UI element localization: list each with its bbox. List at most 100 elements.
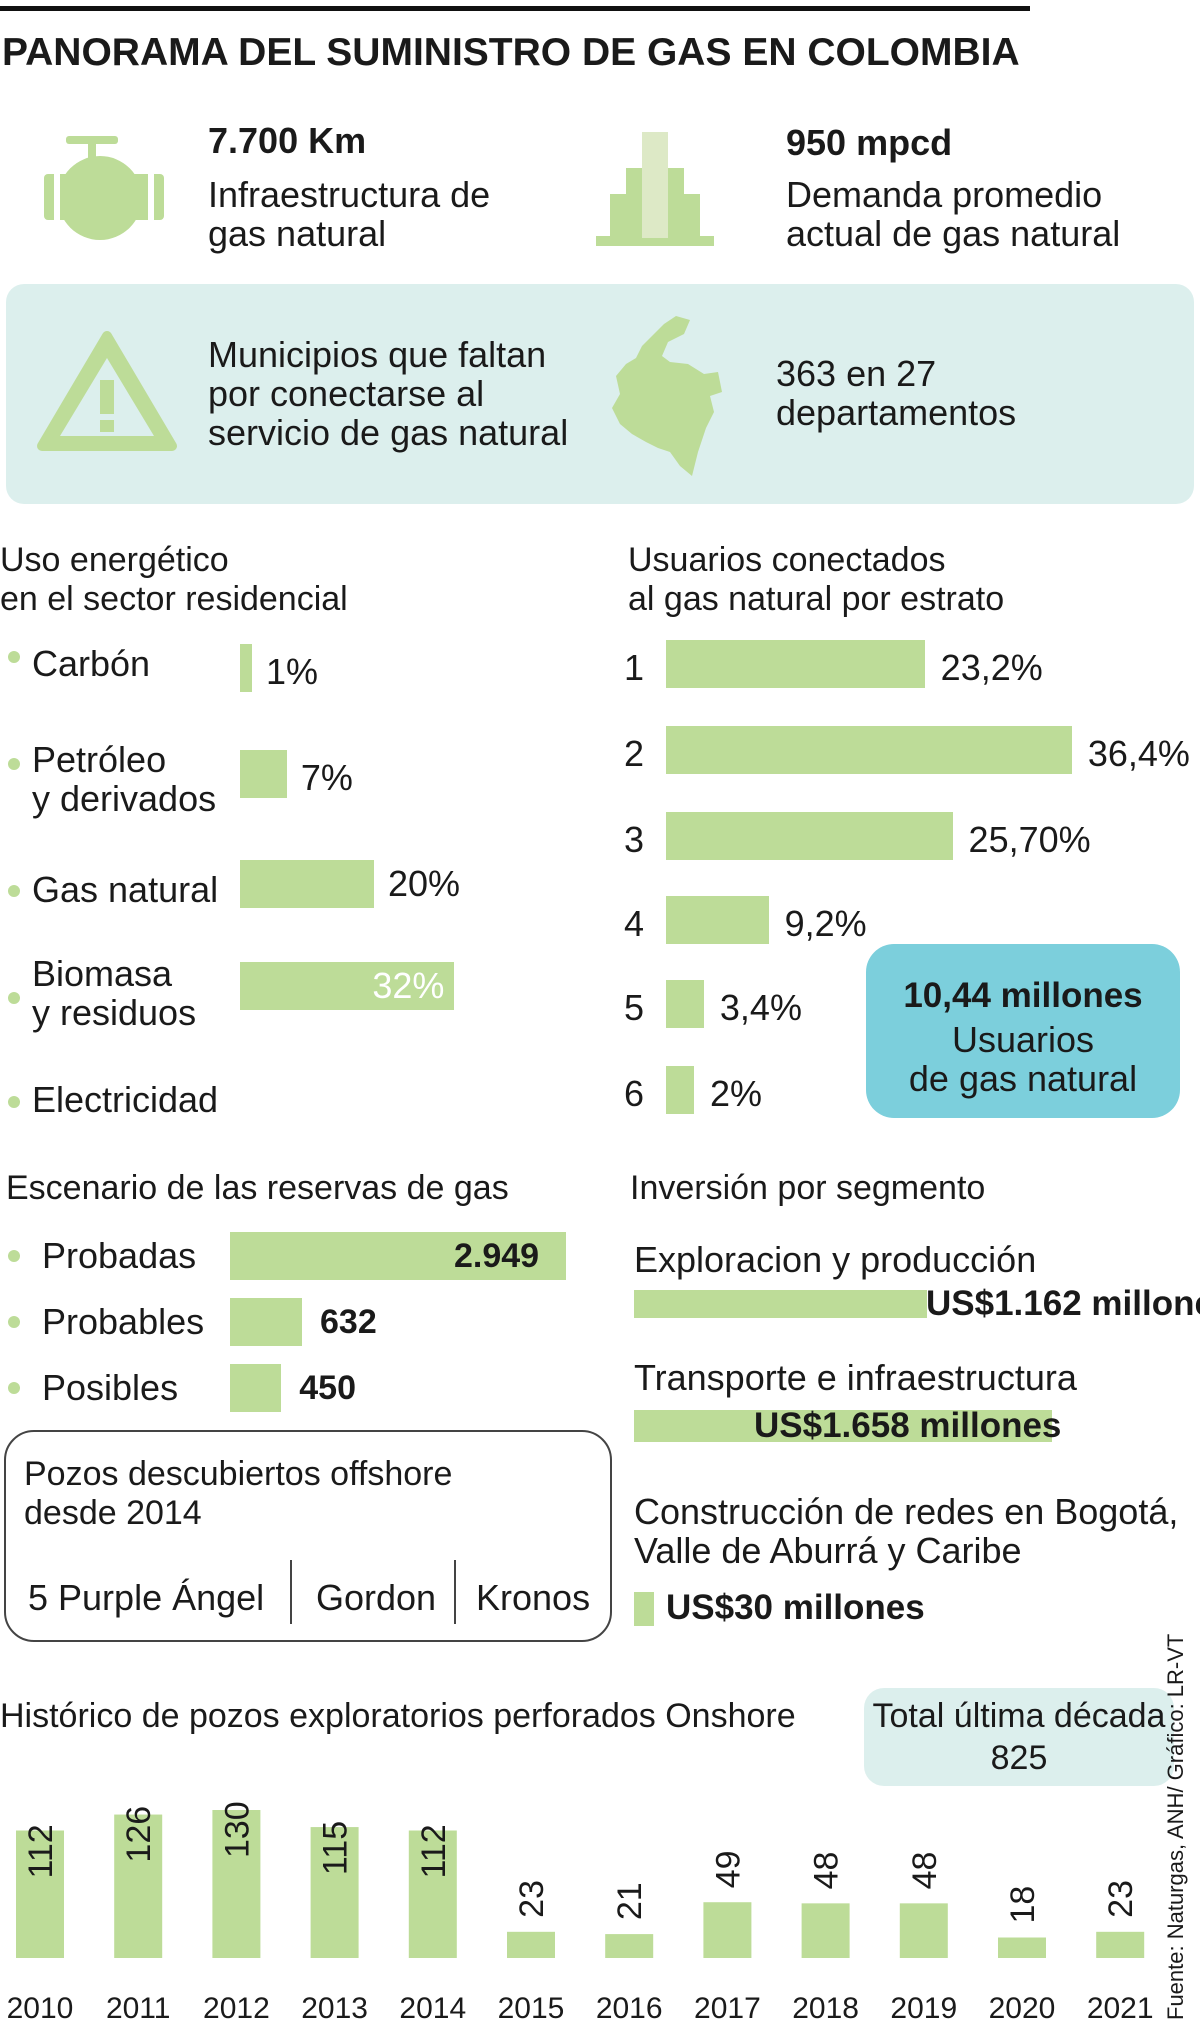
onshore-value-label: 48 (906, 1852, 944, 1890)
reserves-dot (8, 1250, 20, 1262)
strata-value-label: 25,70% (968, 819, 1091, 860)
municipalities-panel (6, 284, 1194, 504)
strata-bar (666, 812, 953, 860)
users-callout-value: 10,44 millones (903, 976, 1143, 1015)
offshore-box (4, 1430, 612, 1642)
infra-value: 7.700 Km (208, 120, 367, 161)
strata-value-label: 2% (710, 1073, 763, 1114)
onshore-chart: 112 2010 126 2011 130 2012 115 2013 112 2014 23 201… (7, 1801, 1154, 2025)
residential-bar (240, 860, 374, 908)
residential-bar (240, 750, 287, 798)
top-rule (0, 6, 1030, 11)
onshore-value-label: 130 (218, 1801, 256, 1858)
warning-icon (37, 331, 177, 451)
residential-category-label: Electricidad (32, 1079, 219, 1120)
total-badge (864, 1688, 1174, 1786)
residential-value-label: 20% (388, 863, 461, 904)
users-callout (866, 944, 1180, 1118)
strata-category-label: 5 (624, 987, 645, 1028)
onshore-value-label: 23 (1102, 1880, 1140, 1918)
onshore-value-label: 112 (22, 1824, 60, 1878)
offshore-divider (454, 1560, 456, 1624)
residential-category-label: y residuos (32, 992, 197, 1033)
page-title: PANORAMA DEL SUMINISTRO DE GAS EN COLOMB… (2, 31, 1020, 74)
residential-category-label: Biomasa (32, 953, 173, 994)
investment-bar (634, 1290, 927, 1318)
panel-text-line2: por conectarse al (208, 373, 485, 414)
source-note: Fuente: Naturgas, ANH/ Gráfico: LR-VT (1163, 1633, 1188, 2020)
residential-category-label: y derivados (32, 778, 217, 819)
residential-dot (8, 651, 20, 663)
investment-category-label: Transporte e infraestructura (634, 1357, 1077, 1398)
residential-category-label: Gas natural (32, 869, 219, 910)
onshore-value-label: 21 (611, 1882, 649, 1920)
onshore-value-label: 23 (513, 1880, 551, 1918)
onshore-title: Histórico de pozos exploratorios perfora… (0, 1697, 796, 1735)
reserves-category-label: Probadas (42, 1235, 197, 1276)
onshore-value-label: 112 (415, 1824, 453, 1878)
onshore-value-label: 48 (808, 1852, 846, 1890)
bar-chart-icon (596, 132, 714, 246)
onshore-year-label: 2021 (1087, 1992, 1154, 2025)
onshore-bar (703, 1902, 752, 1958)
onshore-year-label: 2014 (399, 1992, 466, 2025)
residential-dot (8, 1096, 20, 1108)
strata-category-label: 4 (624, 903, 645, 944)
strata-value-label: 23,2% (940, 647, 1043, 688)
residential-dot (8, 758, 20, 770)
strata-category-label: 6 (624, 1073, 645, 1114)
offshore-title-line1: Pozos descubiertos offshore (24, 1455, 453, 1493)
onshore-value-label: 49 (709, 1850, 747, 1888)
strata-value-label: 9,2% (784, 903, 867, 944)
panel-value-line2: departamentos (776, 392, 1017, 433)
onshore-year-label: 2013 (301, 1992, 368, 2025)
strata-category-label: 2 (624, 733, 645, 774)
users-callout-line1: Usuarios (951, 1019, 1095, 1060)
reserves-bar (230, 1364, 282, 1412)
strata-title-line1: Usuarios conectados (628, 541, 946, 579)
strata-chart: 1 23,2% 2 36,4% 3 25,70% 4 9,2% 5 3,4% 6 2% (620, 640, 1200, 1130)
investment-bar (634, 1592, 654, 1626)
valve-icon (44, 136, 164, 240)
investment-value-label: US$1.658 millones (754, 1406, 1062, 1445)
strata-value-label: 3,4% (719, 987, 802, 1028)
onshore-bar (1096, 1931, 1145, 1958)
onshore-year-label: 2020 (989, 1992, 1056, 2025)
onshore-bar (801, 1903, 850, 1958)
onshore-bar (114, 1814, 163, 1958)
investment-value-label: US$1.162 millones (926, 1284, 1200, 1323)
residential-bar (240, 962, 455, 1010)
investment-category-label: Valle de Aburrá y Caribe (634, 1530, 1022, 1571)
reserves-value-label: 450 (299, 1369, 356, 1407)
onshore-year-label: 2012 (203, 1992, 270, 2025)
onshore-year-label: 2019 (890, 1992, 957, 2025)
demand-label-line1: Demanda promedio (786, 174, 1103, 215)
offshore-item: Gordon (316, 1577, 437, 1618)
offshore-title-line2: desde 2014 (24, 1494, 202, 1532)
investment-bar (634, 1410, 1052, 1442)
onshore-bar (212, 1810, 261, 1958)
reserves-category-label: Probables (42, 1301, 205, 1342)
residential-chart: Carbón 1% Petróleo y derivados 7% Gas na… (0, 640, 600, 1130)
reserves-chart: Probadas 2.949 Probables 632 Posibles 450 (0, 1228, 600, 1428)
investment-value-label: US$30 millones (666, 1588, 925, 1627)
infra-label-line1: Infraestructura de (208, 174, 491, 215)
panel-text-line3: servicio de gas natural (208, 412, 569, 453)
residential-title-line2: en el sector residencial (0, 580, 348, 618)
investment-category-label: Exploracion y producción (634, 1239, 1037, 1280)
strata-bar (666, 980, 704, 1028)
residential-value-label: 7% (300, 757, 353, 798)
total-value: 825 (990, 1739, 1048, 1777)
onshore-bar (310, 1827, 359, 1958)
investment-title: Inversión por segmento (630, 1169, 986, 1207)
strata-bar (666, 640, 925, 688)
panel-text-line1: Municipios que faltan (208, 334, 547, 375)
strata-bar (666, 726, 1072, 774)
strata-bar (666, 1066, 694, 1114)
offshore-item: 5 Purple Ángel (28, 1577, 265, 1618)
onshore-year-label: 2011 (106, 1992, 171, 2025)
strata-bar (666, 896, 769, 944)
reserves-title: Escenario de las reservas de gas (6, 1169, 509, 1207)
residential-value-label: 1% (266, 651, 319, 692)
residential-bar (240, 644, 252, 692)
